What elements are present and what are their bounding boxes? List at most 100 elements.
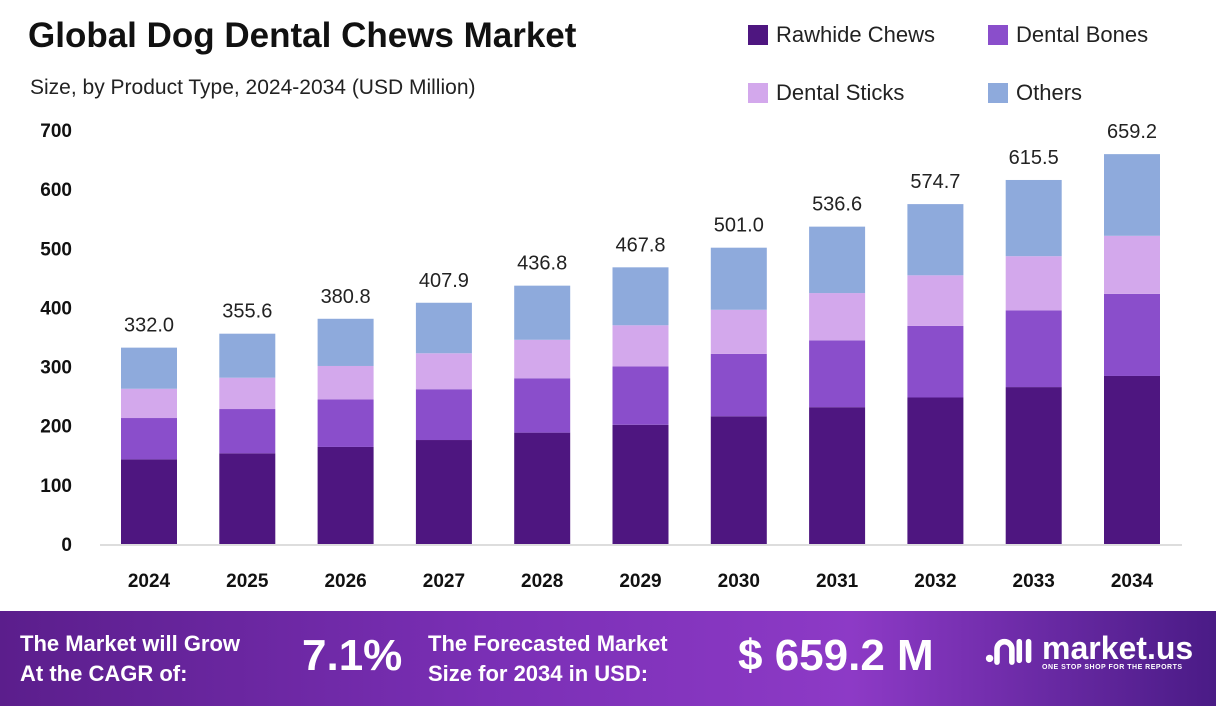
legend-label: Dental Sticks xyxy=(776,80,905,105)
y-tick-label: 0 xyxy=(61,535,72,556)
x-tick-label: 2031 xyxy=(816,571,859,592)
bar-segment-others xyxy=(1104,154,1160,236)
bar-segment-dental-bones xyxy=(809,340,866,408)
total-data-label: 380.8 xyxy=(321,286,371,308)
forecast-label-line: Size for 2034 in USD: xyxy=(428,661,649,686)
legend-item-others: Others xyxy=(988,80,1082,106)
x-tick-label: 2026 xyxy=(324,571,366,592)
bar-segment-others xyxy=(317,318,374,366)
bar-segment-dental-sticks xyxy=(415,353,472,390)
legend-label: Rawhide Chews xyxy=(776,22,935,47)
bar-segment-rawhide-chews xyxy=(121,459,177,544)
y-tick-label: 200 xyxy=(40,417,72,438)
bar-segment-others xyxy=(415,302,472,354)
total-data-label: 501.0 xyxy=(714,215,764,237)
y-tick-label: 100 xyxy=(40,476,72,497)
bar-segment-dental-sticks xyxy=(219,377,276,410)
bar-segment-dental-bones xyxy=(514,378,571,433)
y-tick-label: 700 xyxy=(40,121,72,142)
bar-segment-dental-sticks xyxy=(907,275,964,326)
legend-swatch xyxy=(988,83,1008,103)
bar-segment-rawhide-chews xyxy=(1005,387,1062,544)
forecast-label-line: The Forecasted Market xyxy=(428,631,668,656)
legend-swatch xyxy=(748,25,768,45)
bar-segment-rawhide-chews xyxy=(514,432,571,544)
bar-segment-rawhide-chews xyxy=(710,416,767,544)
bar-segment-others xyxy=(612,267,669,326)
bar-segment-dental-sticks xyxy=(317,365,374,400)
stacked-bar-chart: 0 100 200 300 400 500 600 700 332.0 2024 355.6 2025… xyxy=(40,121,1182,592)
x-tick-label: 2034 xyxy=(1111,571,1154,592)
y-tick-label: 600 xyxy=(40,180,72,201)
cagr-label-line: The Market will Grow xyxy=(20,631,241,656)
footer-banner: The Market will Grow At the CAGR of: 7.1%… xyxy=(0,611,1216,706)
forecast-value: $ 659.2 M xyxy=(738,631,934,680)
bar-segment-dental-bones xyxy=(121,418,177,460)
cagr-label-line: At the CAGR of: xyxy=(20,661,188,686)
bar-segment-dental-sticks xyxy=(121,388,177,419)
bar-segment-dental-bones xyxy=(219,409,276,454)
bar-segment-others xyxy=(514,285,571,340)
bar-segment-dental-bones xyxy=(415,389,472,441)
y-tick-label: 400 xyxy=(40,298,72,319)
bar-segment-others xyxy=(219,333,276,378)
legend-item-dental-bones: Dental Bones xyxy=(988,22,1148,48)
bar-segment-dental-sticks xyxy=(809,293,866,341)
total-data-label: 536.6 xyxy=(812,194,862,216)
bar-segment-dental-sticks xyxy=(514,339,571,379)
bar-segment-others xyxy=(1005,179,1062,257)
x-tick-label: 2029 xyxy=(619,571,661,592)
forecast-label: The Forecasted Market Size for 2034 in US… xyxy=(428,629,668,689)
bar-segment-dental-bones xyxy=(317,399,374,447)
x-tick-label: 2025 xyxy=(226,571,269,592)
total-data-label: 467.8 xyxy=(615,234,665,256)
legend-item-dental-sticks: Dental Sticks xyxy=(748,80,904,106)
cagr-label: The Market will Grow At the CAGR of: xyxy=(20,629,240,689)
logo-icon xyxy=(985,638,1032,665)
bar-segment-dental-bones xyxy=(612,366,669,425)
bar-segment-dental-bones xyxy=(1104,293,1160,376)
legend-item-rawhide-chews: Rawhide Chews xyxy=(748,22,935,48)
bar-segment-others xyxy=(907,204,964,276)
bar-segment-others xyxy=(121,347,177,389)
x-tick-label: 2027 xyxy=(423,571,465,592)
bar-segment-dental-sticks xyxy=(710,309,767,354)
total-data-label: 615.5 xyxy=(1009,147,1059,169)
x-tick-label: 2033 xyxy=(1013,571,1055,592)
market-us-logo: market.us ONE STOP SHOP FOR THE REPORTS xyxy=(984,631,1193,671)
chart-title: Global Dog Dental Chews Market xyxy=(28,16,577,55)
legend-swatch xyxy=(988,25,1008,45)
x-tick-label: 2024 xyxy=(128,571,171,592)
bar-segment-dental-sticks xyxy=(612,325,669,367)
total-data-label: 436.8 xyxy=(517,253,567,275)
total-data-label: 355.6 xyxy=(222,301,272,323)
bar-segment-others xyxy=(710,247,767,310)
y-tick-label: 300 xyxy=(40,358,72,379)
bar-segment-dental-sticks xyxy=(1005,256,1062,311)
logo-name: market.us xyxy=(1042,629,1194,666)
bar-segment-rawhide-chews xyxy=(612,424,669,544)
total-data-label: 574.7 xyxy=(910,171,960,193)
x-tick-label: 2032 xyxy=(914,571,956,592)
bar-segment-rawhide-chews xyxy=(907,397,964,544)
bar-segment-dental-bones xyxy=(907,325,964,398)
bar-segment-others xyxy=(809,226,866,294)
legend-label: Dental Bones xyxy=(1016,22,1149,47)
total-data-label: 659.2 xyxy=(1107,121,1157,143)
bar-segment-dental-bones xyxy=(1005,310,1062,388)
bar-segment-dental-sticks xyxy=(1104,235,1160,294)
chart-subtitle: Size, by Product Type, 2024-2034 (USD Mi… xyxy=(30,76,476,99)
y-tick-label: 500 xyxy=(40,239,72,260)
bar-segment-dental-bones xyxy=(710,353,767,417)
total-data-label: 332.0 xyxy=(124,315,174,337)
total-data-label: 407.9 xyxy=(419,270,469,292)
x-tick-label: 2030 xyxy=(718,571,760,592)
cagr-value: 7.1% xyxy=(302,631,403,680)
x-tick-label: 2028 xyxy=(521,571,563,592)
legend-label: Others xyxy=(1016,80,1083,105)
bar-segment-rawhide-chews xyxy=(415,440,472,544)
bar-segment-rawhide-chews xyxy=(219,453,276,544)
bar-segment-rawhide-chews xyxy=(317,446,374,544)
logo-tagline: ONE STOP SHOP FOR THE REPORTS xyxy=(1042,663,1183,671)
bar-segment-rawhide-chews xyxy=(1104,375,1160,544)
